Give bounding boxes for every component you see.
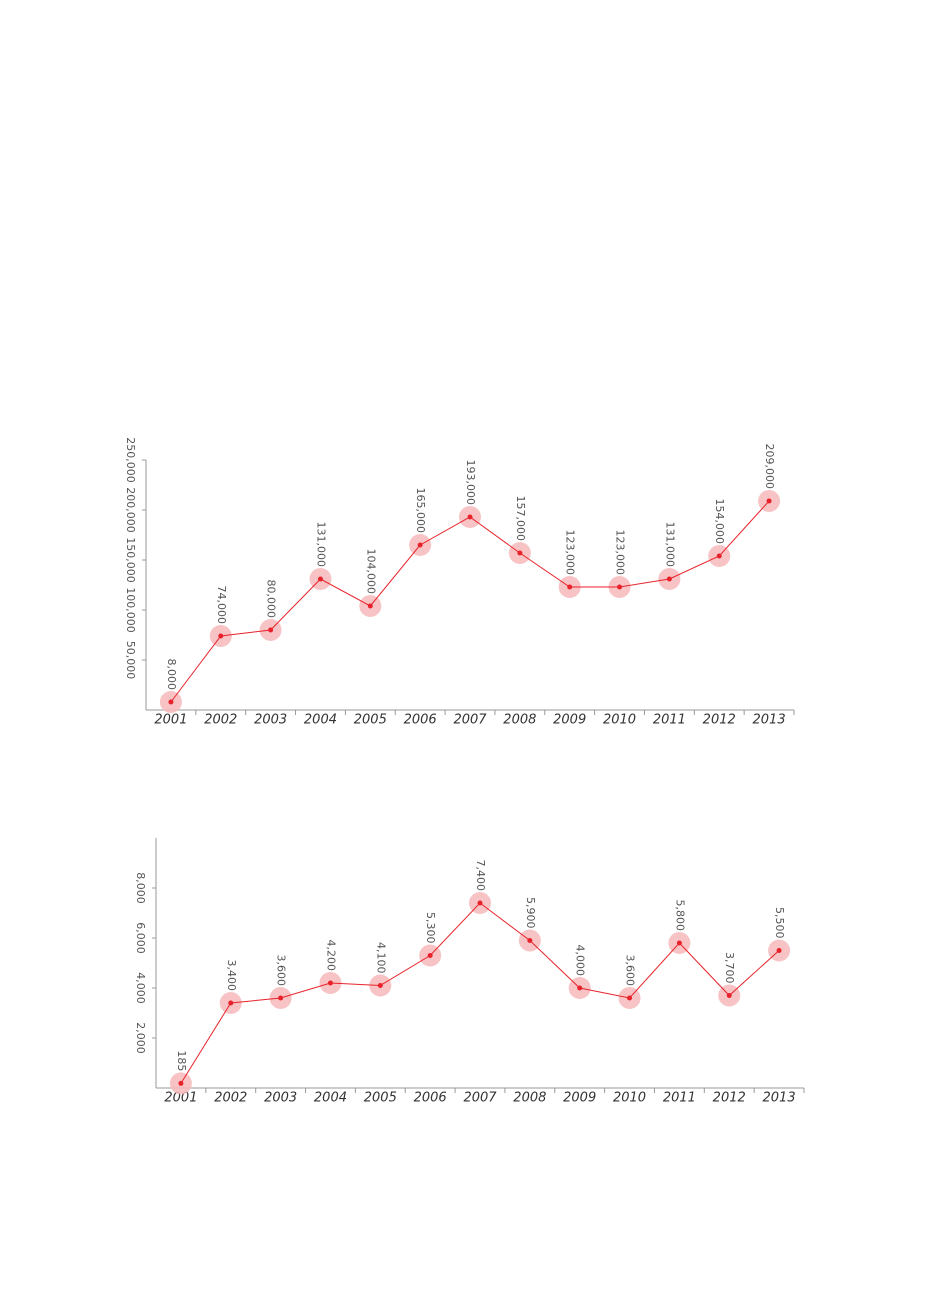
point [716,553,722,559]
line [170,500,770,703]
point [477,900,483,906]
data-label: 74,000 [215,586,228,625]
data-label: 3,600 [624,955,637,987]
data-label: 8,000 [165,659,178,691]
y-tick-label: 100,000 [124,587,137,633]
point [268,627,274,633]
x-tick-label: 2010 [603,713,636,728]
data-label: 123,000 [614,530,627,576]
y-tick-label: 150,000 [124,537,137,583]
data-label: 5,500 [773,907,786,939]
point [417,542,423,548]
data-label: 4,200 [324,940,337,972]
data-label: 193,000 [464,460,477,506]
x-tick-label: 2007 [463,1091,497,1106]
point [676,940,682,946]
data-label: 5,300 [424,912,437,944]
x-tick-label: 2003 [264,1091,297,1106]
data-label: 104,000 [364,549,377,595]
x-tick-label: 2011 [663,1091,696,1106]
x-tick-label: 2003 [254,713,287,728]
x-tick-label: 2009 [553,713,586,728]
data-label: 3,600 [275,955,288,987]
x-tick-label: 2001 [164,1091,197,1106]
x-tick-label: 2006 [414,1091,447,1106]
data-label: 209,000 [763,444,776,490]
y-tick-label: 250,000 [124,437,137,483]
point [377,983,383,988]
data-label: 7,400 [474,860,487,892]
y-tick-label: 8,000 [134,872,147,904]
x-tick-label: 2008 [513,1091,546,1106]
x-tick-label: 2007 [453,713,487,728]
data-label: 185 [175,1050,188,1071]
data-label: 4,100 [374,942,387,974]
data-label: 131,000 [663,522,676,568]
data-label: 154,000 [713,499,726,545]
point [666,576,672,582]
point [617,584,623,590]
x-tick-label: 2012 [713,1091,746,1106]
point [427,953,433,958]
x-tick-label: 2013 [763,1091,796,1106]
point [228,1000,234,1006]
point [776,948,782,953]
point [178,1080,184,1086]
point [527,938,533,943]
point [517,550,523,556]
x-tick-label: 2005 [364,1091,397,1106]
point [278,995,284,1001]
y-tick-label: 2,000 [134,1022,147,1054]
x-tick-label: 2004 [304,713,337,728]
x-tick-label: 2013 [753,713,786,728]
data-label: 3,400 [225,960,238,992]
point [467,514,473,520]
data-label: 5,800 [673,900,686,932]
data-label: 157,000 [514,496,527,542]
point [726,993,732,998]
x-tick-label: 2005 [354,713,387,728]
data-label: 165,000 [414,488,427,534]
y-tick-label: 4,000 [134,972,147,1004]
x-tick-label: 2008 [503,713,536,728]
y-tick-label: 50,000 [124,641,137,680]
x-tick-label: 2009 [563,1091,596,1106]
point [317,576,323,582]
point [218,633,224,639]
data-label: 4,000 [574,945,587,977]
point [577,985,583,991]
data-label: 5,900 [524,897,537,929]
point [567,584,573,590]
x-tick-label: 2011 [653,713,686,728]
point [367,603,373,609]
point [766,498,772,504]
x-tick-label: 2010 [613,1091,646,1106]
x-tick-label: 2004 [314,1091,347,1106]
x-tick-label: 2012 [703,713,736,728]
x-tick-label: 2002 [204,713,237,728]
data-label: 80,000 [265,580,278,619]
x-tick-label: 2006 [404,713,437,728]
point [327,980,333,986]
x-tick-label: 2002 [214,1091,247,1106]
point [168,699,174,705]
y-tick-label: 200,000 [124,487,137,533]
point [627,995,633,1001]
data-label: 131,000 [314,522,327,568]
line [180,902,780,1084]
x-tick-label: 2001 [154,713,187,728]
y-tick-label: 6,000 [134,922,147,954]
data-label: 123,000 [564,530,577,576]
data-label: 3,700 [723,952,736,984]
